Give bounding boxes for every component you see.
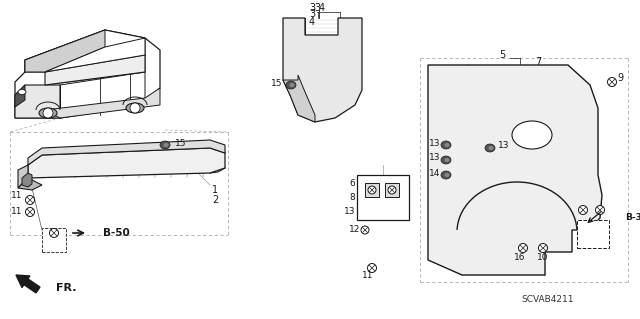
Text: 13: 13 — [429, 153, 440, 162]
Circle shape — [368, 186, 376, 194]
Text: 9: 9 — [617, 73, 623, 83]
Polygon shape — [45, 88, 160, 118]
Text: 11: 11 — [362, 271, 374, 280]
Polygon shape — [428, 65, 602, 275]
FancyBboxPatch shape — [42, 228, 66, 252]
Text: 13: 13 — [429, 138, 440, 147]
Polygon shape — [283, 75, 315, 122]
Polygon shape — [357, 175, 409, 220]
Polygon shape — [283, 18, 362, 122]
Ellipse shape — [289, 83, 294, 87]
Text: B-36-12: B-36-12 — [625, 213, 640, 222]
Polygon shape — [28, 140, 225, 165]
Ellipse shape — [441, 141, 451, 149]
Text: 5: 5 — [499, 50, 505, 60]
Text: B-50: B-50 — [103, 228, 130, 238]
Circle shape — [538, 243, 547, 253]
Text: 3: 3 — [309, 9, 315, 19]
Circle shape — [579, 205, 588, 214]
Ellipse shape — [445, 173, 449, 177]
Circle shape — [43, 108, 53, 118]
Ellipse shape — [126, 103, 144, 113]
Circle shape — [130, 103, 140, 113]
Polygon shape — [45, 55, 145, 85]
Circle shape — [595, 205, 605, 214]
FancyArrow shape — [16, 275, 40, 293]
Text: 8: 8 — [349, 192, 355, 202]
Ellipse shape — [286, 81, 296, 89]
Text: 11: 11 — [10, 207, 22, 217]
Polygon shape — [18, 178, 42, 190]
Polygon shape — [45, 38, 145, 72]
Text: 4: 4 — [319, 3, 325, 13]
Circle shape — [361, 226, 369, 234]
Polygon shape — [22, 173, 32, 187]
Circle shape — [49, 228, 58, 238]
Circle shape — [518, 243, 527, 253]
Polygon shape — [28, 148, 225, 178]
Text: 2: 2 — [212, 195, 218, 205]
Polygon shape — [25, 30, 105, 72]
Polygon shape — [385, 183, 399, 197]
Text: 3: 3 — [309, 3, 315, 13]
Polygon shape — [15, 85, 25, 107]
Text: 13: 13 — [498, 140, 509, 150]
Text: 13: 13 — [344, 206, 355, 216]
Ellipse shape — [163, 143, 168, 147]
Text: 10: 10 — [537, 254, 548, 263]
Ellipse shape — [445, 158, 449, 162]
Circle shape — [367, 263, 376, 272]
Circle shape — [607, 78, 616, 86]
Text: 15: 15 — [175, 138, 186, 147]
Circle shape — [388, 186, 396, 194]
Ellipse shape — [160, 141, 170, 149]
Ellipse shape — [39, 108, 57, 118]
Ellipse shape — [512, 121, 552, 149]
FancyBboxPatch shape — [577, 220, 609, 248]
Text: 4: 4 — [309, 17, 315, 27]
Polygon shape — [18, 165, 28, 188]
Circle shape — [26, 196, 35, 204]
Ellipse shape — [441, 156, 451, 164]
Polygon shape — [15, 85, 60, 118]
Text: 7: 7 — [535, 57, 541, 67]
Ellipse shape — [445, 143, 449, 147]
Text: FR.: FR. — [56, 283, 77, 293]
Polygon shape — [25, 30, 145, 72]
Text: 11: 11 — [10, 191, 22, 201]
Ellipse shape — [488, 146, 493, 150]
Text: 15: 15 — [271, 78, 282, 87]
Text: 16: 16 — [515, 254, 525, 263]
Circle shape — [26, 207, 35, 217]
Text: 6: 6 — [349, 179, 355, 188]
Text: 1: 1 — [212, 185, 218, 195]
Text: 3: 3 — [314, 3, 320, 13]
Text: 14: 14 — [429, 168, 440, 177]
Ellipse shape — [485, 144, 495, 152]
Ellipse shape — [441, 171, 451, 179]
Polygon shape — [15, 30, 160, 118]
Ellipse shape — [18, 90, 26, 94]
Text: 12: 12 — [349, 226, 360, 234]
Text: SCVAB4211: SCVAB4211 — [522, 295, 574, 305]
Polygon shape — [365, 183, 379, 197]
